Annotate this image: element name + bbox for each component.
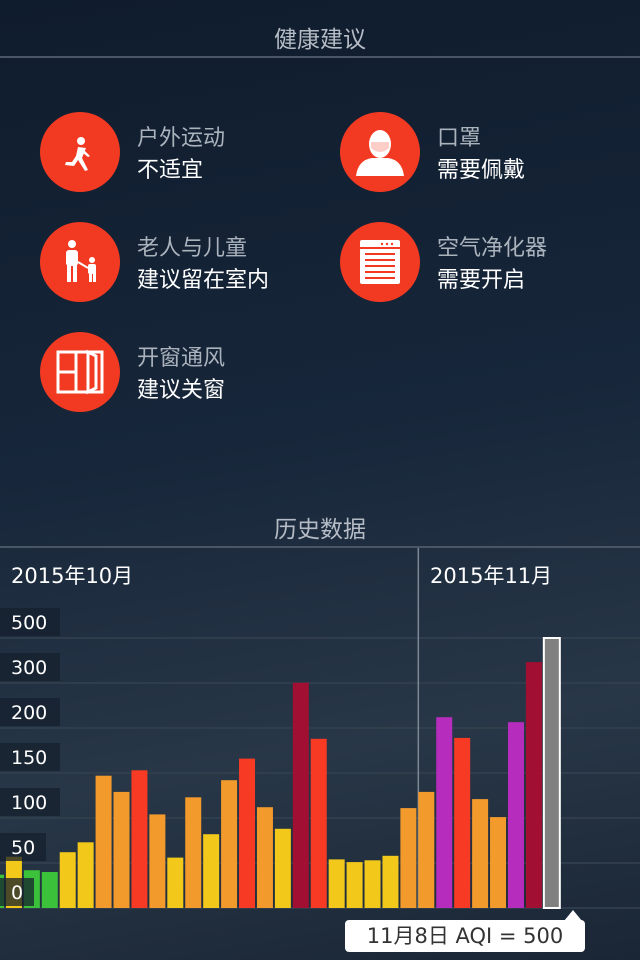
advice-label: 开窗通风 [137, 346, 226, 371]
advice-ventilation: 开窗通风 建议关窗 [40, 332, 330, 412]
aqi-bar[interactable] [59, 852, 76, 908]
aqi-bar[interactable] [310, 738, 327, 908]
advice-value: 建议关窗 [137, 378, 226, 403]
y-tick-label-bg [0, 698, 60, 726]
advice-mask: 口罩 需要佩戴 [340, 112, 630, 192]
aqi-bar[interactable] [203, 834, 220, 908]
y-tick-label-bg [0, 878, 34, 906]
window-icon [40, 332, 120, 412]
aqi-bar[interactable] [131, 770, 148, 908]
aqi-bar[interactable] [256, 807, 273, 908]
health-advice-title: 健康建议 [274, 27, 366, 53]
aqi-bar[interactable] [41, 872, 58, 908]
aqi-bar[interactable] [185, 797, 202, 908]
aqi-bar[interactable] [418, 791, 435, 908]
advice-label: 空气净化器 [437, 236, 548, 261]
history-title: 历史数据 [274, 517, 366, 543]
y-tick-label-bg [0, 833, 46, 861]
y-tick-label: 100 [11, 792, 47, 814]
aqi-bar[interactable] [274, 828, 291, 908]
aqi-bar[interactable] [328, 859, 345, 908]
aqi-bar[interactable] [472, 799, 489, 908]
aqi-bar[interactable] [542, 637, 561, 909]
aqi-bar[interactable] [221, 780, 238, 908]
mask-face-icon [340, 112, 420, 192]
y-tick-label: 200 [11, 702, 47, 724]
y-tick-label: 500 [11, 612, 47, 634]
tooltip-pointer [564, 910, 582, 921]
aqi-bar[interactable] [346, 862, 363, 908]
month-label-october: 2015年10月 [11, 564, 134, 588]
aqi-bar[interactable] [95, 775, 112, 908]
adult-child-icon [40, 222, 120, 302]
aqi-history-chart[interactable]: 0 50 100 150 200 300 500 [0, 548, 640, 960]
divider [0, 546, 640, 548]
advice-value: 需要佩戴 [437, 158, 526, 183]
y-tick-label: 150 [11, 747, 47, 769]
y-tick-label: 50 [11, 837, 35, 859]
aqi-bar[interactable] [239, 758, 256, 908]
y-tick-label-bg [0, 653, 60, 681]
advice-label: 老人与儿童 [137, 236, 248, 261]
y-tick-label: 0 [11, 882, 23, 904]
advice-label: 口罩 [437, 126, 482, 151]
advice-value: 建议留在室内 [137, 268, 270, 293]
advice-outdoor-exercise: 户外运动 不适宜 [40, 112, 330, 192]
aqi-bar[interactable] [113, 791, 130, 908]
aqi-bar[interactable] [507, 722, 524, 908]
selected-bar-tooltip: 11月8日 AQI = 500 [345, 920, 585, 952]
divider [0, 56, 640, 58]
y-tick-label-bg [0, 788, 60, 816]
y-tick-label-bg [0, 608, 60, 636]
aqi-bar[interactable] [292, 682, 309, 908]
aqi-bar[interactable] [454, 737, 471, 908]
aqi-bar[interactable] [364, 860, 381, 908]
aqi-bar[interactable] [525, 662, 542, 908]
aqi-bar[interactable] [400, 808, 417, 908]
y-tick-label-bg [0, 743, 60, 771]
air-purifier-icon [340, 222, 420, 302]
advice-elderly-children: 老人与儿童 建议留在室内 [40, 222, 330, 302]
advice-air-purifier: 空气净化器 需要开启 [340, 222, 630, 302]
advice-value: 不适宜 [137, 158, 204, 183]
aqi-bar[interactable] [167, 857, 184, 908]
aqi-bar[interactable] [77, 842, 94, 908]
aqi-bar[interactable] [436, 717, 453, 908]
month-label-november: 2015年11月 [430, 564, 553, 588]
advice-label: 户外运动 [137, 126, 226, 151]
aqi-bar[interactable] [382, 855, 399, 908]
advice-value: 需要开启 [437, 268, 526, 293]
aqi-bar[interactable] [490, 817, 507, 908]
running-person-icon [40, 112, 120, 192]
aqi-bar[interactable] [149, 814, 166, 908]
y-tick-label: 300 [11, 657, 47, 679]
